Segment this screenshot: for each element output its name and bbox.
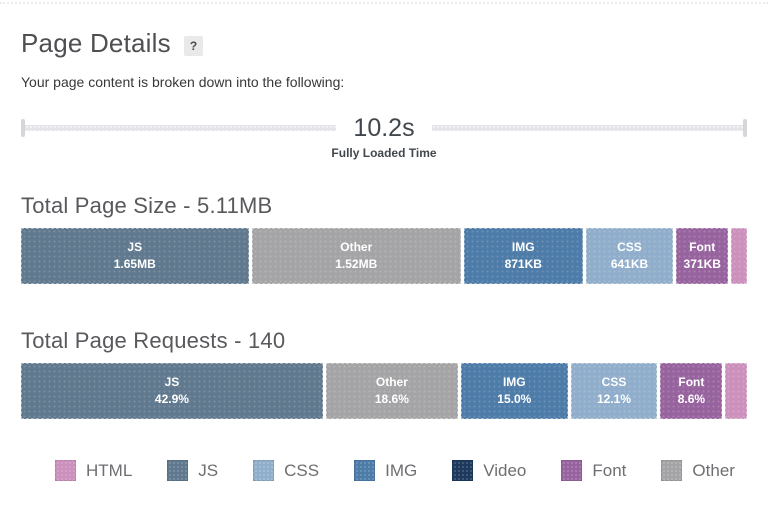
bar-segment-js[interactable]: JS 42.9% [21,363,323,419]
legend-label: Other [692,460,735,480]
timeline-left-cap-icon [21,119,25,137]
top-divider [0,2,768,4]
segment-label: JS [164,375,180,390]
legend-label: Video [483,460,527,480]
fully-loaded-timeline: 10.2s Fully Loaded Time [21,113,748,160]
legend-item-img: IMG [354,460,417,481]
segment-label: JS [127,240,143,255]
bar-segment-font[interactable]: Font 371KB [676,228,729,284]
segment-value: 1.65MB [113,257,156,271]
segment-value: 371KB [683,257,721,271]
segment-value: 42.9% [154,392,189,406]
timeline-track: 10.2s [21,113,748,142]
segment-label: CSS [617,240,642,255]
page-details-panel: Page Details ? Your page content is brok… [0,2,768,481]
timeline-line-left [25,125,337,131]
bar-segment-css[interactable]: CSS 12.1% [570,363,658,419]
bar-segment-img[interactable]: IMG 15.0% [460,363,568,419]
legend-item-css: CSS [253,460,319,481]
segment-value: 641KB [610,257,649,271]
segment-value: 12.1% [597,392,632,406]
legend-item-js: JS [167,460,218,481]
bar-segment-font[interactable]: Font 8.6% [660,363,723,419]
css-swatch-icon [253,460,275,481]
bar-segment-js[interactable]: JS 1.65MB [21,228,249,284]
bar-segment-img[interactable]: IMG 871KB [463,228,583,284]
bar-segment-other[interactable]: Other 18.6% [325,363,458,419]
segment-value: 871KB [504,257,542,271]
page-requests-bar: JS 42.9% Other 18.6% IMG 15.0% CSS 12.1% Font 8.6… [21,363,747,419]
timeline-right-cap-icon [743,119,748,137]
segment-label: Other [375,375,408,390]
legend-label: CSS [284,460,320,480]
page-title: Page Details [21,28,171,58]
legend-label: IMG [385,460,418,480]
segment-label: Font [689,240,716,255]
segment-label: CSS [601,375,627,390]
total-page-requests-heading: Total Page Requests - 140 [21,328,286,353]
total-page-size-heading: Total Page Size - 5.11MB [21,193,273,218]
timeline-line-right [431,125,744,131]
font-swatch-icon [561,460,583,481]
legend-item-video: Video [452,460,526,481]
segment-label: Font [678,375,705,390]
segment-label: Other [340,240,373,255]
legend-label: Font [592,460,627,480]
legend: HTML JS CSS IMG Video Font Other [21,460,747,481]
segment-value: 18.6% [374,392,409,406]
page-size-bar: JS 1.65MB Other 1.52MB IMG 871KB CSS 641KB Font 3… [21,228,747,284]
segment-value: 15.0% [497,392,532,406]
video-swatch-icon [452,460,474,481]
segment-label: IMG [502,375,526,390]
legend-label: HTML [86,460,133,480]
other-swatch-icon [661,460,683,481]
segment-value: 8.6% [677,392,706,406]
help-icon[interactable]: ? [183,36,204,56]
timeline-caption: Fully Loaded Time [331,146,437,160]
segment-value: 1.52MB [335,257,378,271]
bar-segment-html[interactable] [731,228,747,284]
bar-segment-other[interactable]: Other 1.52MB [251,228,461,284]
img-swatch-icon [354,460,376,481]
fully-loaded-time-value: 10.2s [353,113,415,142]
html-swatch-icon [55,460,76,481]
legend-item-other: Other [661,460,735,481]
segment-label: IMG [511,240,535,255]
js-swatch-icon [167,460,189,481]
subtitle: Your page content is broken down into th… [21,74,345,90]
legend-item-html: HTML [55,460,132,481]
bar-segment-css[interactable]: CSS 641KB [585,228,674,284]
header: Page Details ? [21,28,747,59]
legend-label: JS [198,460,219,480]
bar-segment-html[interactable] [725,363,747,419]
legend-item-font: Font [561,460,626,481]
